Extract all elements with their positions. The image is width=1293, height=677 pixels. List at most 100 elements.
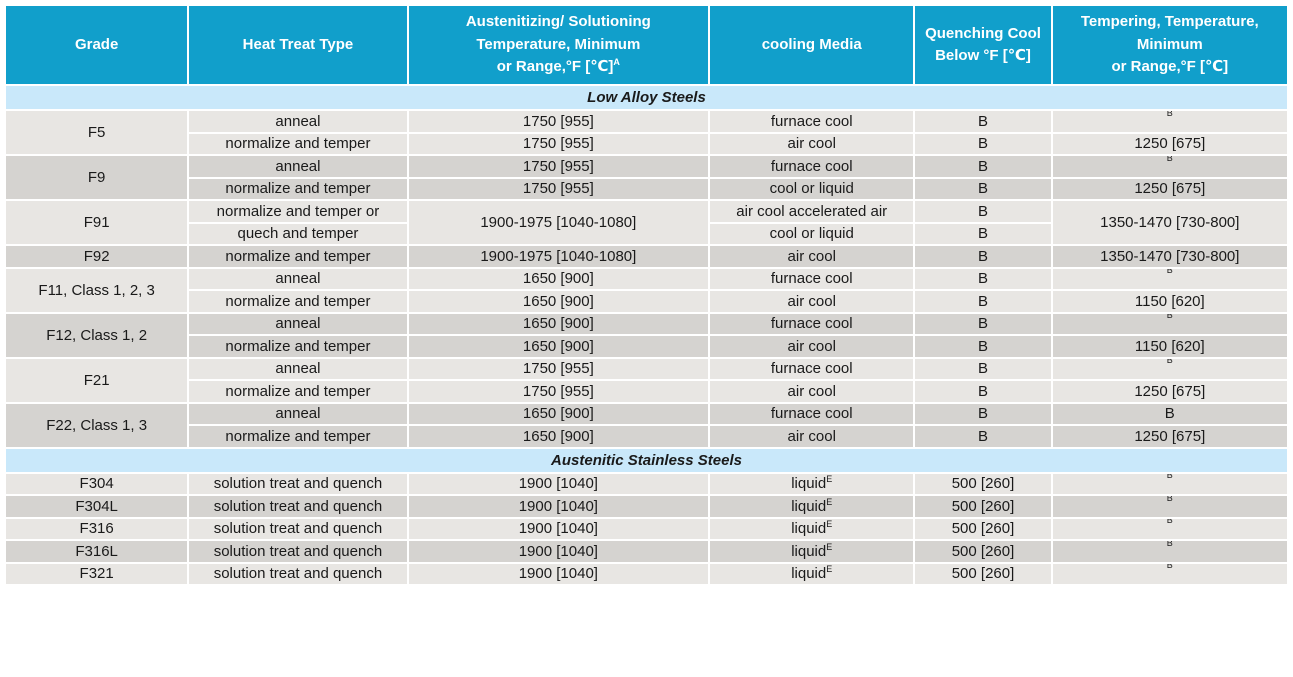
table-cell: B [913, 311, 1053, 336]
table-cell: quech and temper [187, 221, 409, 246]
table-cell: normalize and temper [187, 289, 409, 314]
table-cell: 1900 [1040] [406, 561, 711, 586]
table-row: F11, Class 1, 2, 3 anneal 1650 [900] furnac… [3, 266, 1290, 314]
table-cell: 1750 [955] [406, 379, 711, 404]
table-cell: anneal [187, 311, 409, 336]
table-cell: air cool [708, 289, 916, 314]
table-cell: air cool [708, 379, 916, 404]
grade-cell-f316l: F316L [3, 539, 190, 564]
table-cell: air cool [708, 334, 916, 359]
table-cell: B [913, 176, 1053, 201]
table-cell: anneal [187, 266, 409, 291]
table-cell: B [913, 334, 1053, 359]
table-cell: B [913, 379, 1053, 404]
table-row: F304L solution treat and quench 1900 [1040… [3, 494, 1290, 519]
table-cell: normalize and temper [187, 176, 409, 201]
table-cell: furnace cool [708, 154, 916, 179]
table-row: normalize and temper 1750 [955] cool or li… [5, 176, 1290, 201]
grade-cell-f91: F91 [3, 199, 190, 246]
heat-treat-table: Grade Heat Treat Type Austenitizing/ Solut… [3, 4, 1290, 586]
table-cell: furnace cool [708, 401, 916, 426]
table-cell: B [1050, 266, 1290, 291]
table-cell: B [1050, 539, 1290, 564]
table-cell: normalize and temper or [187, 199, 409, 224]
column-header-grade: Grade [3, 4, 190, 86]
table-cell: anneal [187, 154, 409, 179]
table-cell: 1900 [1040] [406, 516, 711, 541]
table-cell: normalize and temper [187, 334, 409, 359]
table-cell: liquidE [708, 494, 916, 519]
table-body: Low Alloy Steels F5 anneal 1750 [955] furnac… [3, 84, 1290, 586]
table-cell: 500 [260] [913, 561, 1053, 586]
table-row: normalize and temper 1650 [900] air cool B 1… [5, 334, 1290, 359]
grade-cell-f304l: F304L [3, 494, 190, 519]
table-cell: 1900-1975 [1040-1080] [406, 199, 711, 246]
table-cell: anneal [187, 401, 409, 426]
section-title: Low Alloy Steels [4, 84, 1289, 111]
table-cell: 1150 [620] [1050, 289, 1290, 314]
table-cell: liquidE [708, 471, 916, 496]
table-cell: 1900 [1040] [406, 494, 711, 519]
table-cell: normalize and temper [187, 424, 409, 449]
table-cell: 500 [260] [913, 539, 1053, 564]
grade-cell-f9: F9 [3, 154, 190, 201]
table-cell: cool or liquid [708, 221, 916, 246]
table-cell: 1650 [900] [406, 289, 711, 314]
table-row: F5 anneal 1750 [955] furnace cool B B [3, 109, 1290, 156]
table-cell: 1250 [675] [1050, 176, 1290, 201]
table-cell: 1250 [675] [1050, 424, 1290, 449]
section-title: Austenitic Stainless Steels [4, 446, 1289, 474]
table-cell: furnace cool [708, 109, 916, 134]
section-row-low-alloy-steels: Low Alloy Steels [4, 84, 1289, 111]
table-cell: liquidE [708, 561, 916, 586]
column-header-cooling-media: cooling Media [708, 4, 916, 86]
table-cell: B [913, 199, 1053, 224]
table-cell: furnace cool [708, 311, 916, 336]
table-row: normalize and temper 1650 [900] air cool B 1… [5, 289, 1290, 314]
table-cell: B [1050, 311, 1290, 336]
table-cell: 1250 [675] [1050, 131, 1290, 156]
table-row: F9 anneal 1750 [955] furnace cool B B [3, 154, 1290, 201]
table-cell: B [913, 154, 1053, 179]
table-cell: 1350-1470 [730-800] [1050, 244, 1290, 269]
table-row: F21 anneal 1750 [955] furnace cool B B [3, 356, 1290, 404]
table-cell: 1900 [1040] [406, 539, 711, 564]
table-cell: B [913, 266, 1053, 291]
table-row: F321 solution treat and quench 1900 [1040]… [3, 561, 1290, 586]
table-cell: cool or liquid [708, 176, 916, 201]
table-cell: 1650 [900] [406, 266, 711, 291]
table-cell: 500 [260] [913, 494, 1053, 519]
table-cell: solution treat and quench [187, 539, 409, 564]
table-cell: 1750 [955] [406, 131, 711, 156]
table-cell: B [1050, 494, 1290, 519]
table-cell: B [913, 131, 1053, 156]
table-cell: B [913, 424, 1053, 449]
column-header-heat-treat-type: Heat Treat Type [187, 4, 409, 86]
column-header-austenitizing-solutioning: Austenitizing/ Solutioning Temperature, M… [406, 4, 711, 86]
table-cell: 1250 [675] [1050, 379, 1290, 404]
table-cell: 1350-1470 [730-800] [1050, 199, 1290, 246]
table-cell: liquidE [708, 516, 916, 541]
table-cell: 1750 [955] [406, 109, 711, 134]
table-cell: 1650 [900] [406, 311, 711, 336]
table-cell: solution treat and quench [187, 471, 409, 496]
grade-cell-f5: F5 [3, 109, 190, 156]
table-row: F316L solution treat and quench 1900 [1040… [3, 539, 1290, 564]
table-cell: 1650 [900] [406, 334, 711, 359]
table-cell: 1750 [955] [406, 176, 711, 201]
table-cell: normalize and temper [187, 244, 409, 269]
table-cell: solution treat and quench [187, 561, 409, 586]
table-cell: furnace cool [708, 356, 916, 381]
table-cell: normalize and temper [187, 131, 409, 156]
table-cell: 500 [260] [913, 516, 1053, 541]
table-cell: B [913, 244, 1053, 269]
grade-cell-f21: F21 [3, 356, 190, 404]
table-cell: B [1050, 471, 1290, 496]
column-header-quenching-cool: Quenching Cool Below °F [℃] [913, 4, 1053, 86]
table-cell: B [913, 401, 1053, 426]
table-cell: B [913, 289, 1053, 314]
table-cell: solution treat and quench [187, 494, 409, 519]
table-cell: B [1050, 356, 1290, 381]
table-cell: B [1050, 154, 1290, 179]
